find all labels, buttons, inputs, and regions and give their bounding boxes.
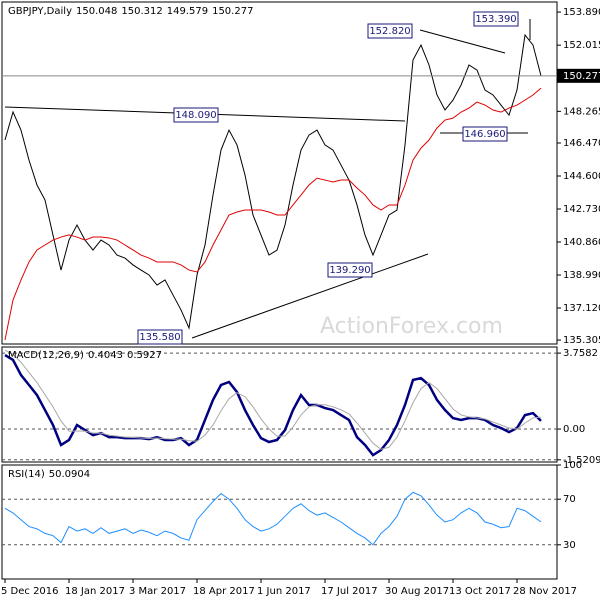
y-tick-label: 0.00 bbox=[563, 424, 585, 435]
y-tick-label: 152.015 bbox=[563, 40, 600, 51]
header-value: 150.277 bbox=[212, 6, 253, 17]
x-tick-label: 3 Mar 2017 bbox=[129, 586, 186, 597]
last-price-box bbox=[557, 68, 600, 83]
series-line bbox=[4, 87, 542, 341]
y-tick-label: 142.730 bbox=[563, 204, 600, 215]
x-tick-label: 1 Jun 2017 bbox=[257, 586, 311, 597]
annotation: 135.580 bbox=[139, 332, 180, 343]
annotation: 148.090 bbox=[175, 110, 216, 121]
series-line bbox=[4, 491, 542, 546]
annotation: 152.820 bbox=[369, 26, 410, 37]
panel-header: RSI(14) 50.0904 bbox=[8, 469, 90, 480]
header-value: RSI(14) bbox=[8, 469, 45, 480]
annotation-box bbox=[367, 23, 413, 39]
price-panel bbox=[1, 1, 558, 345]
x-tick-label: 30 Aug 2017 bbox=[385, 586, 449, 597]
x-tick-label: 17 Jul 2017 bbox=[321, 586, 378, 597]
last-price-label: 150.277 bbox=[563, 71, 600, 82]
header-value: 150.312 bbox=[121, 6, 162, 17]
series-line bbox=[4, 349, 542, 450]
y-tick-label: 144.600 bbox=[563, 171, 600, 182]
y-tick-label: 100 bbox=[563, 460, 582, 471]
y-tick-label: -1.5209 bbox=[563, 455, 600, 466]
annotation-box bbox=[473, 11, 519, 27]
series-line bbox=[4, 33, 542, 330]
annotation-box bbox=[137, 329, 183, 345]
header-value: 0.5927 bbox=[127, 350, 162, 361]
y-tick-label: 148.265 bbox=[563, 106, 600, 117]
annotation: 146.960 bbox=[464, 129, 505, 140]
y-tick-label: 70 bbox=[563, 494, 576, 505]
y-tick-label: 138.990 bbox=[563, 270, 600, 281]
panel-header: GBPJPY,Daily 150.048 150.312 149.579 150.277 bbox=[8, 6, 253, 17]
x-tick-label: 18 Apr 2017 bbox=[193, 586, 255, 597]
x-tick-label: 18 Jan 2017 bbox=[65, 586, 125, 597]
header-value: 149.579 bbox=[167, 6, 208, 17]
x-tick-label: 5 Dec 2016 bbox=[1, 586, 59, 597]
y-tick-label: 135.305 bbox=[563, 335, 600, 346]
annotation: 153.390 bbox=[475, 14, 516, 25]
y-tick-label: 140.860 bbox=[563, 237, 600, 248]
trend-line bbox=[419, 29, 506, 54]
annotation-box bbox=[462, 126, 508, 142]
y-tick-label: 30 bbox=[563, 540, 576, 551]
rsi-panel bbox=[1, 464, 558, 580]
x-tick-label: 28 Nov 2017 bbox=[513, 586, 577, 597]
y-tick-label: 3.7582 bbox=[563, 348, 598, 359]
annotation: 139.290 bbox=[329, 265, 370, 276]
y-tick-label: 137.120 bbox=[563, 303, 600, 314]
x-tick-label: 13 Oct 2017 bbox=[449, 586, 511, 597]
y-tick-label: 146.470 bbox=[563, 138, 600, 149]
header-value: 50.0904 bbox=[49, 469, 90, 480]
panel-header: MACD(12,26,9) 0.4043 0.5927 bbox=[8, 350, 162, 361]
annotation-box bbox=[173, 107, 219, 123]
annotation-box bbox=[327, 262, 373, 278]
series-line bbox=[4, 354, 542, 457]
watermark: ActionForex.com bbox=[320, 314, 503, 339]
header-value: 150.048 bbox=[76, 6, 117, 17]
y-tick-label: 153.890 bbox=[563, 7, 600, 18]
trend-line bbox=[191, 253, 429, 339]
header-value: GBPJPY,Daily bbox=[8, 6, 72, 17]
header-value: MACD(12,26,9) bbox=[8, 350, 84, 361]
header-value: 0.4043 bbox=[88, 350, 123, 361]
macd-panel bbox=[1, 346, 558, 463]
